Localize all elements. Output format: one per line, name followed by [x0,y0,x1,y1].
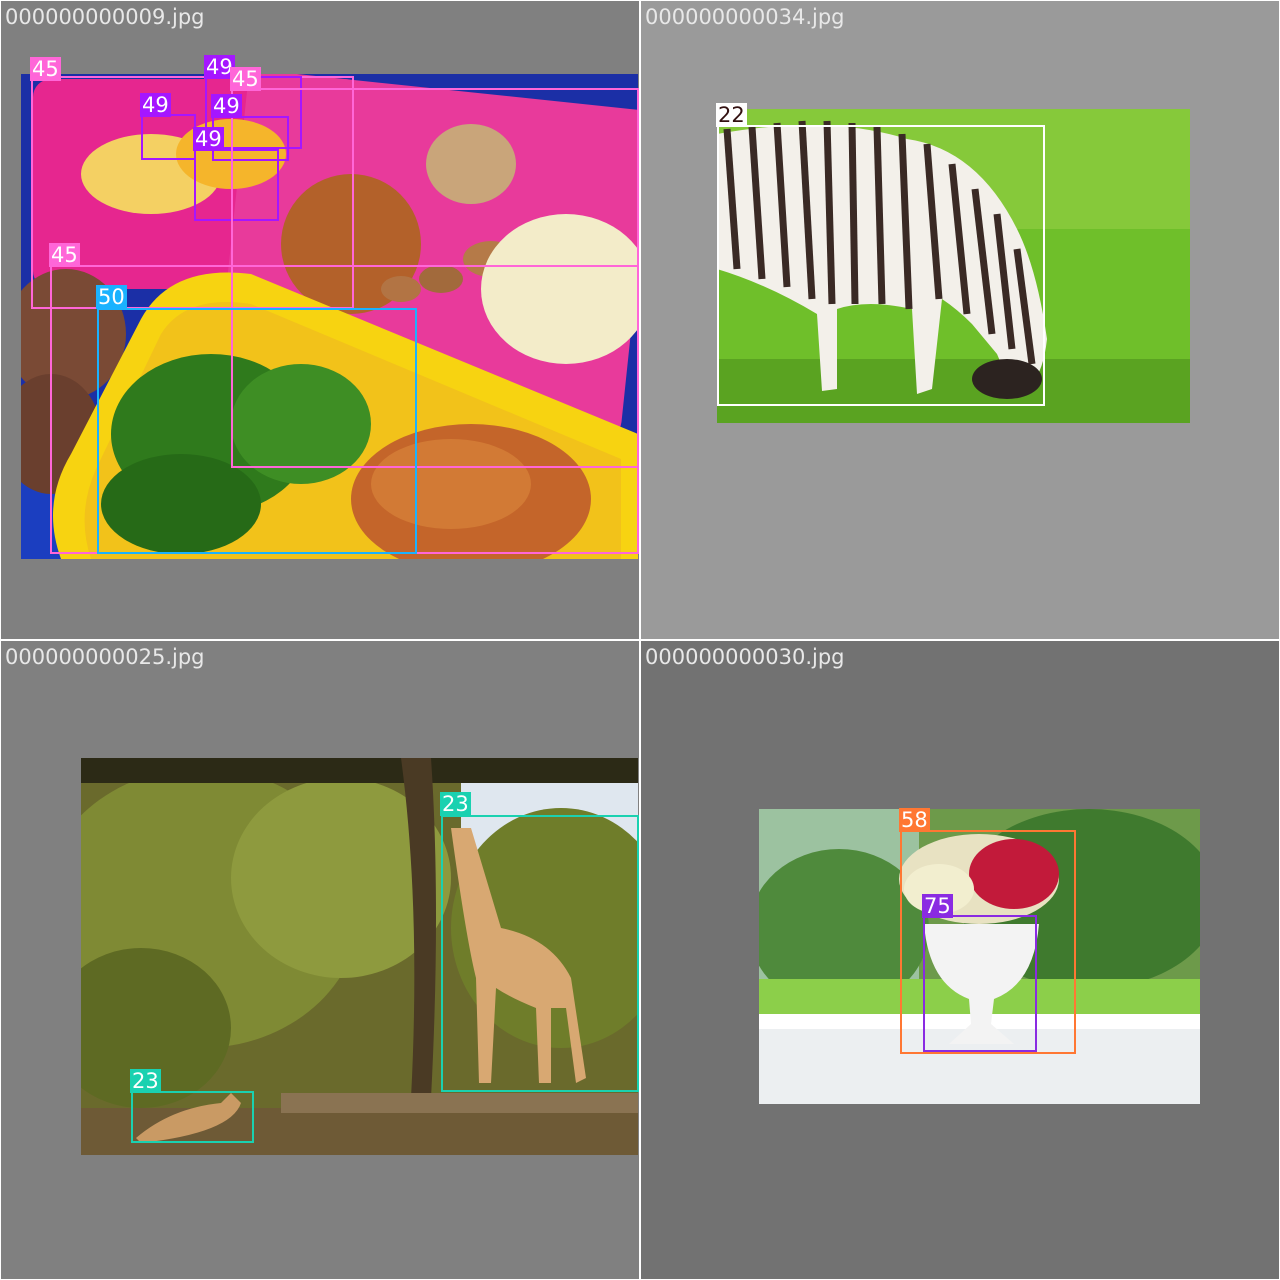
filename-label: 000000000009.jpg [5,5,205,29]
detection-label: 75 [922,894,953,918]
vase-photo [759,809,1200,1104]
detection-box [97,308,417,554]
zebra-image [717,109,1190,423]
lunchbox-image [21,74,638,559]
detection-label: 50 [96,285,127,309]
detection-box [441,815,639,1092]
detection-label: 49 [211,94,242,118]
detection-label: 45 [49,243,80,267]
detection-box [923,915,1037,1052]
zebra-photo [717,109,1190,423]
tile-zebra[interactable]: 22 000000000034.jpg [641,1,1279,639]
detection-label: 49 [140,93,171,117]
detection-box [141,114,196,160]
detection-label: 23 [440,792,471,816]
detection-label: 22 [716,103,747,127]
detection-box [194,149,279,221]
tile-lunchbox[interactable]: 45 49 45 49 49 49 45 50 45 000000000009.… [1,1,639,639]
giraffe-image [81,758,638,1155]
detection-box [717,125,1045,406]
detection-label: 49 [193,127,224,151]
filename-label: 000000000034.jpg [645,5,845,29]
detection-label: 45 [30,57,61,81]
detection-label: 23 [130,1069,161,1093]
detection-box [131,1091,254,1143]
giraffe-photo [81,758,638,1155]
filename-label: 000000000030.jpg [645,645,845,669]
detection-label: 49 [204,55,235,79]
tile-vase[interactable]: 58 75 000000000030.jpg [641,641,1279,1279]
vase-image [759,809,1200,1104]
lunchbox-photo [21,74,638,559]
filename-label: 000000000025.jpg [5,645,205,669]
tile-giraffes[interactable]: 23 23 000000000025.jpg [1,641,639,1279]
detection-box [900,830,1076,1054]
detection-label: 58 [899,808,930,832]
detection-label: 45 [230,67,261,91]
